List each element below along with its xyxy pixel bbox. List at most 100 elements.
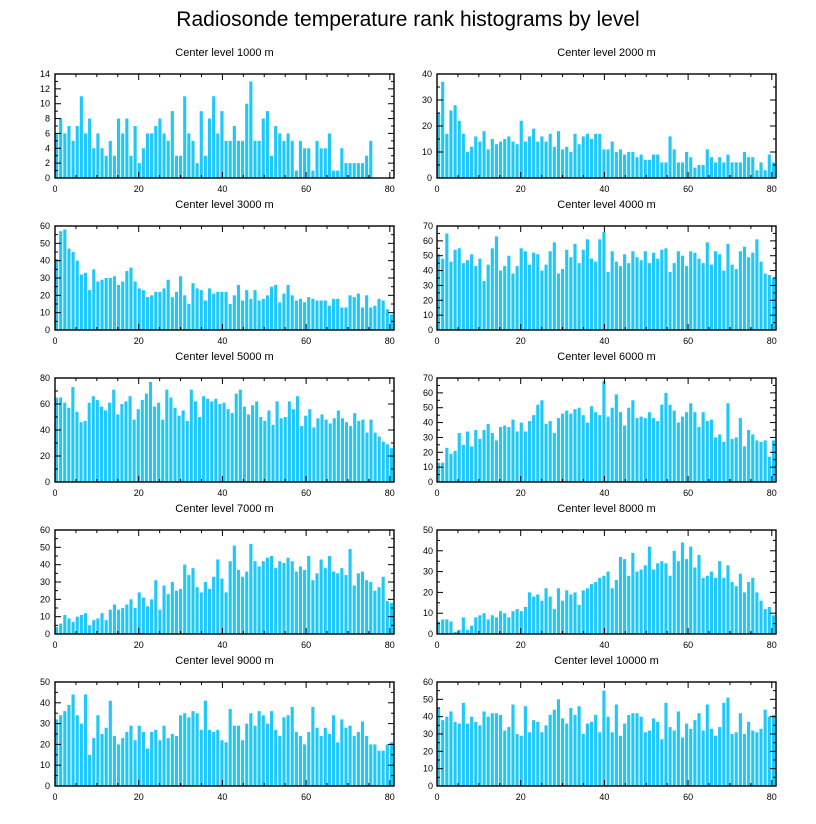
- panel-title: Center level 5000 m: [175, 351, 273, 363]
- histogram-bar: [763, 273, 767, 330]
- histogram-bar: [150, 295, 154, 330]
- histogram-bar: [150, 599, 154, 634]
- histogram-bar: [713, 437, 718, 482]
- histogram-bar: [265, 295, 269, 330]
- histogram-bar: [734, 437, 738, 482]
- x-tick-label: 80: [767, 184, 777, 194]
- histogram-bar: [751, 434, 755, 482]
- histogram-bar: [511, 419, 515, 482]
- histogram-bar: [693, 167, 697, 178]
- histogram-bar: [275, 401, 279, 482]
- x-tick-label: 20: [134, 336, 144, 346]
- histogram-bar: [369, 307, 373, 330]
- histogram-bar: [664, 702, 668, 786]
- histogram-bar: [144, 393, 148, 482]
- histogram-bar: [461, 263, 465, 330]
- histogram-bar: [133, 281, 137, 330]
- histogram-bar: [174, 155, 179, 178]
- histogram-bar: [269, 155, 274, 178]
- histogram-bar: [718, 561, 722, 634]
- histogram-bar: [478, 615, 482, 634]
- histogram-bar: [253, 725, 257, 786]
- histogram-bar: [527, 421, 532, 482]
- histogram-bar: [767, 154, 771, 178]
- histogram-bar: [287, 401, 291, 482]
- histogram-bar: [323, 568, 327, 634]
- histogram-bar: [92, 269, 96, 330]
- histogram-bar: [385, 744, 389, 786]
- histogram-bar: [490, 248, 494, 330]
- histogram-bar: [75, 715, 79, 786]
- histogram-bar: [445, 133, 449, 178]
- histogram-bar: [569, 152, 573, 178]
- x-tick-label: 0: [52, 184, 57, 194]
- histogram-bar: [157, 402, 161, 482]
- histogram-bar: [685, 266, 689, 330]
- histogram-bar: [145, 748, 150, 786]
- histogram-bar: [437, 113, 441, 178]
- histogram-bar: [340, 719, 344, 786]
- histogram-bar: [377, 436, 381, 482]
- histogram-bar: [352, 585, 356, 634]
- histogram-bar: [121, 281, 125, 330]
- histogram-bar: [356, 573, 360, 634]
- histogram-bar: [59, 397, 63, 482]
- histogram-bar: [589, 584, 594, 634]
- histogram-bar: [610, 732, 614, 786]
- y-tick-label: 0: [45, 781, 50, 791]
- histogram-bar: [676, 251, 680, 330]
- y-tick-label: 60: [423, 388, 433, 398]
- histogram-bar: [278, 133, 282, 178]
- histogram-bar: [377, 587, 381, 634]
- y-tick-label: 4: [45, 143, 50, 153]
- histogram-bar: [166, 738, 170, 786]
- histogram-bar: [478, 141, 482, 178]
- histogram-bar: [100, 734, 104, 786]
- histogram-bar: [486, 149, 490, 178]
- histogram-bar: [685, 412, 689, 482]
- histogram-bar: [236, 725, 241, 786]
- histogram-bar: [598, 732, 602, 786]
- histogram-bar: [635, 257, 639, 330]
- histogram-bar: [577, 144, 581, 178]
- histogram-bar: [474, 430, 478, 482]
- histogram-bar: [676, 422, 680, 482]
- histogram-bar: [220, 578, 224, 634]
- histogram-bar: [150, 133, 154, 178]
- histogram-bar: [145, 606, 150, 634]
- histogram-bar: [261, 118, 265, 178]
- histogram-bar: [129, 267, 133, 330]
- y-tick-label: 10: [40, 99, 50, 109]
- histogram-bar: [71, 694, 75, 786]
- y-tick-label: 14: [40, 69, 50, 79]
- histogram-bar: [199, 729, 203, 786]
- histogram-bar: [676, 561, 680, 634]
- histogram-bar: [300, 426, 304, 482]
- x-tick-label: 40: [217, 792, 227, 802]
- histogram-bar: [241, 740, 245, 786]
- histogram-bar: [747, 157, 751, 178]
- histogram-bar: [141, 290, 145, 330]
- histogram-bar: [689, 157, 693, 178]
- histogram-bar: [385, 444, 389, 482]
- histogram-bar: [697, 165, 701, 178]
- histogram-bar: [701, 730, 705, 786]
- histogram-bar: [470, 716, 474, 786]
- histogram-bar: [173, 407, 177, 482]
- histogram-bar: [453, 249, 457, 330]
- histogram-bar: [507, 255, 511, 330]
- histogram-bar: [117, 284, 121, 330]
- histogram-bar: [104, 620, 108, 634]
- x-tick-label: 0: [52, 488, 57, 498]
- y-tick-label: 20: [40, 739, 50, 749]
- histogram-bar: [437, 621, 441, 634]
- x-tick-label: 80: [767, 488, 777, 498]
- histogram-bar: [631, 152, 635, 178]
- histogram-bar: [336, 298, 340, 330]
- histogram-bar: [461, 617, 465, 634]
- histogram-bar: [519, 422, 523, 482]
- histogram-bar: [548, 714, 552, 786]
- histogram-bar: [623, 254, 627, 330]
- histogram-bar: [360, 307, 365, 330]
- histogram-bar: [465, 260, 470, 330]
